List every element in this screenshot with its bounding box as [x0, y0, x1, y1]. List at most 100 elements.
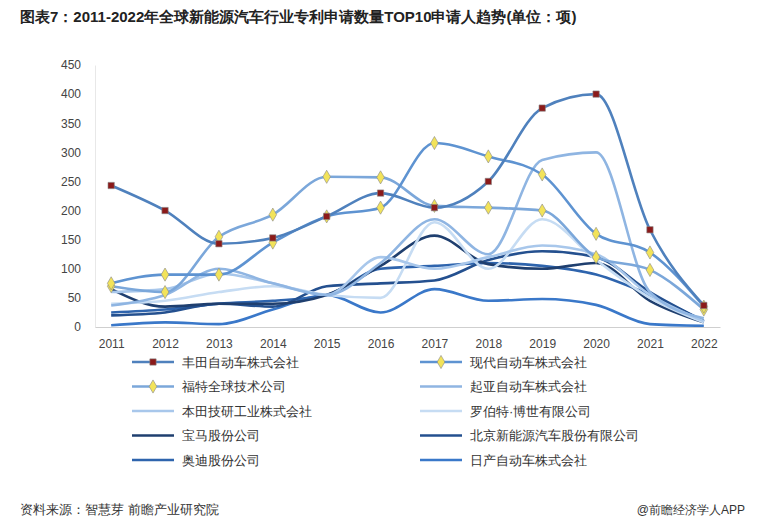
legend-item: 奥迪股份公司	[132, 453, 260, 468]
y-tick-label: 350	[61, 117, 81, 131]
y-tick: 0	[74, 320, 95, 334]
plot: 0501001502002503003504004502011201220132…	[61, 58, 721, 350]
y-tick-label: 450	[61, 58, 81, 72]
legend-swatch	[132, 459, 174, 462]
series-marker	[377, 171, 385, 184]
legend-item: 福特全球技术公司	[132, 379, 286, 394]
legend-item: 宝马股份公司	[132, 428, 260, 443]
legend-marker	[437, 355, 445, 368]
y-tick-label: 0	[74, 320, 81, 334]
legend-item: 本田技研工业株式会社	[132, 404, 312, 419]
x-tick: 2022	[691, 327, 718, 351]
y-tick: 300	[61, 146, 95, 160]
x-tick: 2011	[99, 327, 125, 351]
legend-marker	[149, 380, 157, 393]
x-tick-label: 2013	[206, 337, 233, 351]
legend-swatch	[420, 385, 462, 388]
series-marker	[216, 241, 222, 247]
series-marker	[269, 208, 277, 221]
series-marker	[161, 268, 169, 281]
x-tick: 2012	[152, 327, 179, 351]
chart: 图表7：2011-2022年全球新能源汽车行业专利申请数量TOP10申请人趋势(…	[0, 0, 760, 528]
x-tick: 2014	[260, 327, 287, 351]
series-marker	[700, 300, 708, 313]
y-tick-label: 150	[61, 233, 81, 247]
x-tick-label: 2017	[422, 337, 449, 351]
legend-item: 丰田自动车株式会社	[132, 355, 299, 370]
series-line	[111, 94, 704, 305]
series-marker	[323, 210, 331, 223]
x-axis-line	[96, 327, 721, 328]
legend-item: 日产自动车株式会社	[420, 453, 587, 468]
series-marker	[162, 207, 168, 213]
legend-label: 奥迪股份公司	[182, 453, 260, 468]
title: 图表7：2011-2022年全球新能源汽车行业专利申请数量TOP10申请人趋势(…	[20, 8, 577, 25]
series-marker	[377, 190, 383, 196]
series-marker	[646, 263, 654, 276]
x-tick: 2017	[422, 327, 449, 351]
series-line	[111, 236, 704, 323]
series-marker	[592, 227, 600, 240]
legend-label: 北京新能源汽车股份有限公司	[470, 428, 639, 443]
x-tick-label: 2015	[314, 337, 341, 351]
series-marker	[377, 201, 385, 214]
x-axis: 2011 2012 2013 2014 2015 2016 2017 2018 2019 2020…	[96, 327, 721, 351]
legend-swatch	[132, 434, 174, 437]
legend-swatch	[420, 434, 462, 437]
x-tick-label: 2012	[152, 337, 179, 351]
series-marker	[107, 277, 115, 290]
series-marker	[215, 268, 223, 281]
series-marker	[647, 227, 653, 233]
series-marker	[701, 302, 707, 308]
credit: @前瞻经济学人APP	[637, 503, 745, 517]
legend-swatch	[132, 410, 174, 413]
series-marker	[485, 150, 493, 163]
series-marker	[538, 168, 546, 181]
series-marker	[592, 251, 600, 264]
series-marker	[323, 170, 331, 183]
series-line	[111, 143, 704, 307]
x-tick-label: 2011	[99, 337, 125, 351]
series-group	[107, 91, 707, 326]
series-marker	[270, 235, 276, 241]
x-tick: 2016	[368, 327, 395, 351]
series-marker	[646, 246, 654, 259]
legend-label: 现代自动车株式会社	[470, 355, 587, 370]
y-tick-label: 400	[61, 87, 81, 101]
x-tick-label: 2018	[475, 337, 502, 351]
y-tick-label: 250	[61, 175, 81, 189]
series-marker	[324, 213, 330, 219]
y-tick: 350	[61, 117, 95, 131]
x-tick-label: 2020	[583, 337, 610, 351]
x-tick: 2018	[475, 327, 502, 351]
y-axis: 0 50 100 150 200 250 300 350 400 450	[61, 58, 96, 334]
legend-item: 罗伯特·博世有限公司	[420, 404, 591, 419]
x-tick-label: 2019	[529, 337, 556, 351]
legend-label: 起亚自动车株式会社	[470, 379, 587, 394]
x-tick-label: 2022	[691, 337, 718, 351]
y-tick: 50	[68, 291, 95, 305]
legend-swatch	[420, 459, 462, 462]
x-tick-label: 2021	[637, 337, 664, 351]
y-tick: 100	[61, 262, 95, 276]
legend-label: 宝马股份公司	[182, 428, 260, 443]
x-tick: 2013	[206, 327, 233, 351]
x-tick: 2015	[314, 327, 341, 351]
legend-item: 北京新能源汽车股份有限公司	[420, 428, 639, 443]
series-marker	[538, 204, 546, 217]
legend-label: 丰田自动车株式会社	[182, 355, 299, 370]
series-line	[111, 177, 704, 310]
series-marker	[431, 136, 439, 149]
legend-item: 现代自动车株式会社	[420, 355, 587, 370]
series-marker	[431, 199, 439, 212]
y-tick: 200	[61, 204, 95, 218]
y-tick-label: 200	[61, 204, 81, 218]
y-tick: 400	[61, 87, 95, 101]
legend-swatch	[420, 410, 462, 413]
y-tick: 250	[61, 175, 95, 189]
series-marker	[485, 178, 491, 184]
y-tick-label: 100	[61, 262, 81, 276]
y-axis-line	[95, 66, 96, 328]
legend: 丰田自动车株式会社 现代自动车株式会社福特全球技术公司 起亚自动车株式会社本田技研工…	[132, 355, 639, 468]
series-marker	[593, 91, 599, 97]
